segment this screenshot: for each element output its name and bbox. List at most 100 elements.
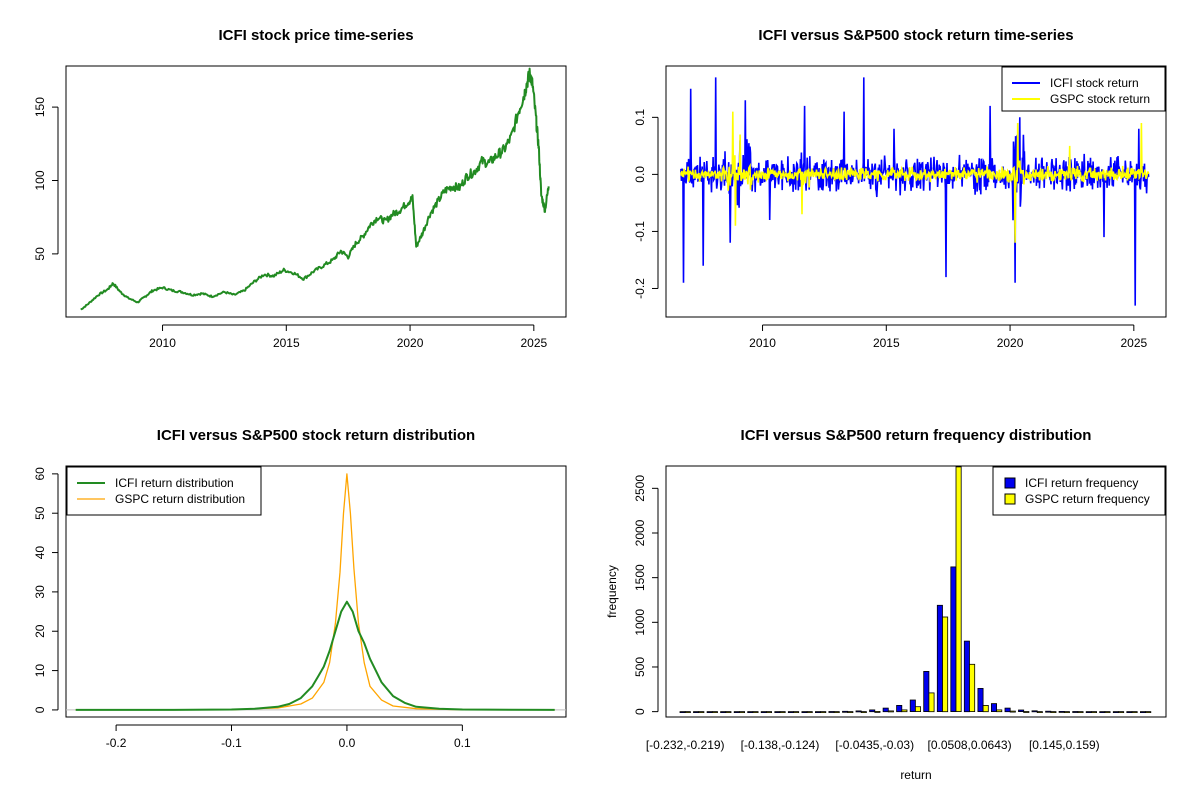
gspc-freq-bar [1050, 711, 1057, 713]
icfi-freq-bar [896, 705, 903, 713]
chart-title: ICFI versus S&P500 return frequency dist… [741, 427, 1092, 444]
gspc-freq-bar [684, 711, 691, 713]
icfi-freq-bar [869, 709, 876, 713]
icfi-freq-bar [1031, 710, 1038, 713]
gspc-freq-bar [793, 711, 800, 713]
chart-title: ICFI versus S&P500 stock return time-ser… [758, 27, 1073, 44]
gspc-freq-bar [887, 710, 894, 713]
gspc-freq-bar [833, 711, 840, 713]
gspc-freq-bar [1009, 710, 1016, 713]
y-tick-label: 50 [33, 506, 47, 520]
x-tick-label: [-0.138,-0.124) [741, 738, 820, 752]
gspc-freq-bar [969, 663, 976, 712]
x-tick-label: 0.1 [454, 736, 471, 750]
y-tick-label: 30 [33, 585, 47, 599]
x-tick-label: 2025 [520, 336, 547, 350]
icfi-freq-bar [706, 711, 713, 713]
x-tick-label: 2010 [749, 336, 776, 350]
gspc-freq-bar [915, 706, 922, 713]
gspc-freq-bar [1091, 711, 1098, 713]
gspc-freq-bar [820, 711, 827, 713]
price-series-line [80, 67, 550, 311]
gspc-freq-bar [1118, 711, 1125, 713]
gspc-freq-bar [739, 711, 746, 713]
gspc-freq-bar [996, 709, 1003, 713]
chart-title: ICFI stock price time-series [218, 27, 413, 44]
gspc-freq-bar [874, 711, 881, 713]
legend-label: GSPC return distribution [115, 492, 245, 506]
gspc-freq-bar [1131, 711, 1138, 713]
gspc-freq-bar [847, 711, 854, 713]
icfi-freq-bar [787, 711, 794, 713]
y-tick-label: 60 [33, 467, 47, 481]
icfi-freq-bar [991, 703, 998, 712]
y-tick-label: 2000 [633, 519, 647, 546]
x-tick-label: 2020 [997, 336, 1024, 350]
legend-label: GSPC return frequency [1025, 492, 1150, 506]
y-tick-label: -0.2 [633, 278, 647, 299]
y-tick-label: 2500 [633, 475, 647, 502]
icfi-freq-bar [1045, 710, 1052, 713]
legend-box [1001, 66, 1166, 112]
y-axis-label: frequency [605, 565, 619, 618]
icfi-freq-bar [977, 688, 984, 713]
y-tick-label: 1000 [633, 609, 647, 636]
y-tick-label: 10 [33, 664, 47, 678]
legend-label: ICFI return frequency [1025, 476, 1138, 490]
legend-label: ICFI stock return [1050, 76, 1139, 90]
icfi-freq-bar [774, 711, 781, 713]
plot-frame [665, 465, 1167, 718]
legend-swatch [1004, 477, 1016, 489]
x-tick-label: 2020 [397, 336, 424, 350]
gspc-freq-bar [901, 709, 908, 713]
legend-box [66, 466, 262, 516]
icfi-freq-bar [679, 711, 686, 713]
gspc-freq-bar [1145, 711, 1152, 713]
x-tick-label: [-0.232,-0.219) [646, 738, 725, 752]
x-axis-label: return [900, 768, 931, 782]
gspc-freq-bar [806, 711, 813, 713]
y-tick-label: 0.1 [633, 109, 647, 126]
plot-frame [65, 65, 567, 318]
icfi-freq-bar [760, 711, 767, 713]
icfi-freq-bar [1018, 709, 1025, 713]
icfi-freq-bar [1099, 711, 1106, 713]
icfi-freq-bar [1085, 711, 1092, 713]
icfi-freq-bar [1140, 711, 1147, 713]
y-tick-label: 0.0 [633, 166, 647, 183]
gspc-freq-bar [752, 711, 759, 713]
gspc-freq-bar [1077, 711, 1084, 713]
icfi-freq-bar [936, 604, 943, 712]
gspc-freq-bar [1036, 711, 1043, 713]
legend-swatch [1004, 493, 1016, 505]
y-tick-label: 0 [633, 708, 647, 715]
legend-box [992, 466, 1166, 516]
gspc-freq-bar [955, 466, 962, 712]
y-tick-label: 50 [33, 247, 47, 261]
icfi-freq-bar [882, 707, 889, 713]
icfi-freq-bar [1058, 711, 1065, 713]
icfi-freq-bar [815, 711, 822, 713]
x-tick-label: [0.0508,0.0643) [928, 738, 1012, 752]
plot-frame [65, 465, 567, 718]
gspc-freq-bar [928, 692, 935, 713]
gspc-freq-bar [942, 616, 949, 713]
icfi-freq-bar [963, 640, 970, 713]
icfi-freq-bar [909, 699, 916, 713]
icfi-freq-bar [733, 711, 740, 713]
gspc-freq-bar [725, 711, 732, 713]
y-tick-label: 100 [33, 170, 47, 190]
icfi-freq-bar [1072, 711, 1079, 713]
gspc-freq-bar [982, 705, 989, 713]
icfi-freq-bar [828, 711, 835, 713]
x-tick-label: 0.0 [339, 736, 356, 750]
icfi-return-line [680, 77, 1150, 306]
y-tick-label: 150 [33, 97, 47, 117]
y-tick-label: 1500 [633, 564, 647, 591]
icfi-freq-bar [923, 671, 930, 713]
x-tick-label: 2015 [873, 336, 900, 350]
icfi-freq-bar [693, 711, 700, 713]
icfi-density-line [75, 600, 555, 711]
x-tick-label: [-0.0435,-0.03) [835, 738, 914, 752]
